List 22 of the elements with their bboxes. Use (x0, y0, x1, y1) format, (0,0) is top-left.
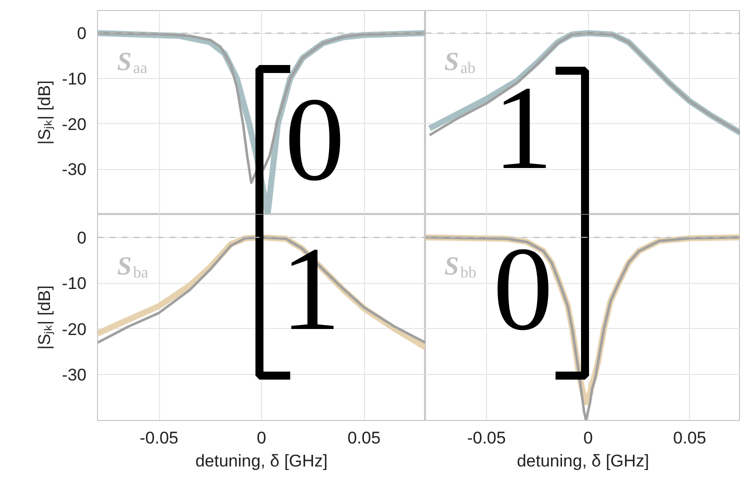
y-tick-label: -20 (62, 320, 87, 339)
annotation: 1 (493, 60, 554, 194)
y-tick-label: 0 (77, 24, 87, 44)
y-tick-label: 0 (77, 228, 87, 248)
y-axis-title: |Sⱼₖ| [dB] (34, 80, 55, 145)
x-axis-title: detuning, δ [GHz] (195, 452, 328, 470)
y-tick-label: -10 (62, 70, 87, 88)
y-tick-label: -30 (62, 366, 87, 385)
x-tick-label: 0.05 (673, 428, 706, 448)
x-tick-label: 0 (256, 428, 266, 448)
x-tick-label: 0.05 (347, 428, 381, 448)
annotation: 0 (284, 72, 345, 206)
y-tick-label: -20 (62, 114, 87, 134)
x-tick-label: -0.05 (140, 428, 178, 448)
y-tick-label: -30 (62, 160, 87, 180)
x-tick-label: -0.05 (467, 428, 506, 448)
x-tick-label: 0 (583, 428, 593, 448)
annotation: 1 (280, 222, 341, 356)
y-axis-title: |Sⱼₖ| [dB] (34, 285, 55, 350)
annotation: 0 (493, 222, 554, 356)
y-tick-label: -10 (62, 274, 87, 294)
x-axis-title: detuning, δ [GHz] (516, 452, 650, 470)
